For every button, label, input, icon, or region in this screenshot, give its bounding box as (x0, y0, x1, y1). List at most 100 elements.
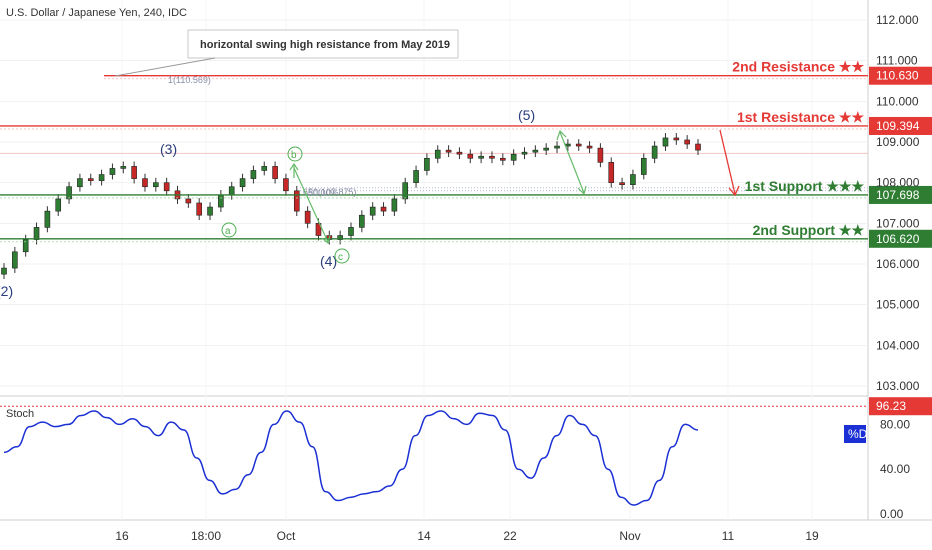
time-tick-label: 16 (115, 529, 129, 543)
fib-label-mid-a: 650(107.875) (303, 187, 357, 197)
candle-body (12, 251, 18, 269)
sub-wave-a: a (221, 222, 237, 238)
level-label: 2nd Support ★★ (753, 222, 865, 238)
level-price-tag (869, 229, 932, 248)
candle-body (98, 174, 105, 181)
candle-body (185, 198, 192, 204)
candle-body (673, 137, 680, 141)
callout-text: horizontal swing high resistance from Ma… (200, 39, 450, 51)
price-axis[interactable]: 112.000 111.000 110.000 109.000 108.000 107.0… (876, 13, 920, 393)
price-tick-label: 105.000 (876, 298, 920, 312)
wave-label-5: (5) (518, 107, 535, 123)
candle-body (55, 198, 62, 212)
stoch-tag[interactable]: %D (844, 425, 868, 443)
level-price-tag (869, 66, 932, 85)
red-forecast-arrow (719, 129, 740, 197)
candle-body (304, 210, 311, 224)
price-tick-label: 109.000 (876, 135, 920, 149)
symbol-title: U.S. Dollar / Japanese Yen, 240, IDC (6, 7, 187, 19)
stoch-tick-label: 40.00 (880, 462, 910, 476)
candle-body (33, 227, 40, 240)
svg-text:%D: %D (848, 427, 868, 441)
wave-label-2: (2) (0, 283, 13, 299)
time-tick-label: 18:00 (191, 529, 221, 543)
candle-body (239, 178, 246, 188)
sub-wave-c: c (334, 248, 350, 264)
candle-body (456, 151, 463, 155)
time-tick-label: Oct (277, 529, 296, 543)
fib-label-top: 1(110.569) (168, 75, 211, 85)
candle-body (521, 151, 528, 155)
candle-body (500, 157, 506, 161)
green-arrows (289, 129, 587, 245)
candle-body (337, 235, 343, 240)
candle-body (142, 178, 148, 188)
candle-body (22, 239, 29, 253)
candle-body (608, 162, 615, 183)
candle-body (250, 170, 257, 179)
level-price-value: 109.394 (876, 119, 920, 133)
candle-body (510, 153, 517, 161)
support-resistance-levels: 2nd Resistance ★★ 110.630 1st Resistance ★… (0, 59, 932, 248)
price-tick-label: 111.000 (876, 54, 918, 68)
candle-body (228, 186, 235, 196)
candle-body (272, 166, 278, 179)
wave-label-4: (4) (320, 253, 337, 269)
candle-body (619, 182, 625, 186)
candle-body (293, 190, 300, 212)
candle-body (543, 147, 549, 151)
candle-body (684, 139, 690, 145)
stoch-title: Stoch (6, 408, 34, 420)
level-price-tag (869, 116, 932, 135)
svg-text:c: c (338, 252, 343, 263)
candle-body (120, 166, 127, 169)
stoch-level-value: 96.23 (876, 399, 906, 413)
stoch-tick-label: 0.00 (880, 507, 904, 521)
candle-body (413, 170, 419, 183)
candlestick-series (1, 133, 701, 280)
time-tick-label: Nov (619, 529, 640, 543)
level-label: 1st Resistance ★★ (737, 109, 864, 125)
candle-body (1, 267, 7, 275)
stoch-level-tag (869, 397, 932, 416)
candle-body (532, 149, 539, 153)
candle-body (402, 182, 409, 200)
candle-body (651, 145, 658, 159)
candle-body (586, 145, 593, 149)
level-price-tag (869, 185, 932, 204)
candle-body (77, 178, 83, 188)
candle-body (565, 143, 571, 147)
candle-body (424, 157, 430, 171)
candle-body (478, 155, 484, 159)
svg-text:a: a (225, 226, 231, 237)
price-tick-label: 108.000 (876, 176, 920, 190)
candle-body (283, 178, 289, 192)
time-tick-label: 11 (722, 529, 735, 543)
candle-body (131, 166, 137, 179)
candle-body (153, 182, 159, 188)
time-tick-label: 22 (503, 529, 517, 543)
callout-box[interactable]: horizontal swing high resistance from Ma… (114, 29, 459, 77)
price-tick-label: 107.000 (876, 216, 920, 230)
candle-body (575, 143, 582, 147)
time-tick-label: 19 (805, 529, 819, 543)
candle-body (554, 145, 560, 149)
candle-body (640, 157, 647, 175)
sub-wave-b: b (287, 146, 303, 162)
candle-body (163, 182, 170, 192)
price-tick-label: 112.000 (876, 13, 919, 27)
level-label: 2nd Resistance ★★ (732, 59, 864, 75)
time-axis[interactable]: 16 18:00 Oct 14 22 Nov 11 19 (115, 529, 819, 543)
candle-body (315, 223, 322, 236)
candle-body (261, 166, 268, 171)
candle-body (218, 194, 224, 208)
candle-body (391, 198, 398, 212)
candle-body (369, 206, 376, 216)
candle-body (380, 206, 387, 212)
fib-label-mid-b: 50.00% (308, 188, 339, 198)
candle-body (467, 153, 474, 159)
level-price-value: 110.630 (876, 69, 919, 83)
stoch-tick-label: 80.00 (880, 417, 910, 431)
candle-body (109, 168, 116, 175)
